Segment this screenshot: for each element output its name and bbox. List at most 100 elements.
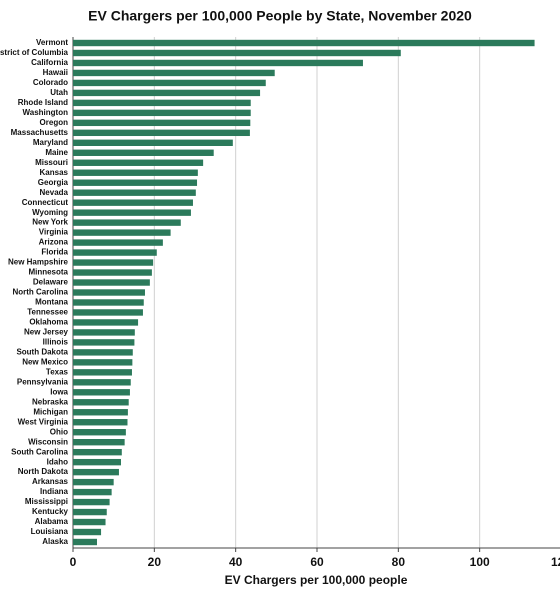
y-tick-label: Oregon: [40, 118, 69, 127]
bar: [73, 199, 193, 206]
x-tick-label: 0: [70, 555, 77, 569]
bar: [73, 528, 102, 536]
bar: [73, 439, 125, 446]
bar: [73, 259, 154, 266]
y-tick-label: Maine: [45, 148, 68, 157]
bar: [73, 419, 128, 426]
bar: [73, 309, 143, 316]
x-tick-label: 60: [310, 555, 324, 569]
y-tick-label: Vermont: [36, 38, 68, 47]
y-tick-label: South Dakota: [16, 347, 68, 356]
y-tick-label: Wisconsin: [28, 437, 68, 446]
y-tick-label: Arkansas: [32, 477, 69, 486]
y-tick-label: Utah: [50, 88, 68, 97]
y-tick-label: Florida: [41, 248, 68, 257]
bar: [73, 49, 401, 57]
y-tick-label: Minnesota: [28, 268, 68, 277]
x-tick-label: 120: [551, 555, 560, 569]
bar: [73, 119, 251, 127]
bar: [73, 249, 157, 256]
y-tick-label: Oklahoma: [29, 318, 68, 327]
y-tick-label: California: [31, 58, 68, 67]
y-tick-label: Washington: [23, 108, 69, 117]
bar: [73, 399, 129, 406]
bar: [73, 79, 266, 87]
y-tick-label: Delaware: [33, 278, 69, 287]
y-tick-label: New Mexico: [22, 357, 68, 366]
bar: [73, 498, 110, 506]
chart-title: EV Chargers per 100,000 People by State,…: [88, 8, 472, 24]
y-tick-label: New Hampshire: [8, 258, 69, 267]
y-tick-label: North Dakota: [18, 467, 69, 476]
y-tick-label: Michigan: [33, 407, 68, 416]
y-tick-label: Georgia: [38, 178, 69, 187]
y-tick-label: Missouri: [35, 158, 68, 167]
y-tick-label: Kansas: [40, 168, 69, 177]
y-tick-label: Mississippi: [25, 497, 68, 506]
bar: [73, 109, 251, 117]
bar: [73, 478, 114, 486]
y-tick-label: Montana: [35, 298, 68, 307]
y-tick-label: Idaho: [47, 457, 68, 466]
x-tick-label: 40: [229, 555, 243, 569]
bar: [73, 319, 139, 326]
bar: [73, 329, 135, 336]
x-axis-label: EV Chargers per 100,000 people: [225, 573, 408, 587]
bar: [73, 269, 152, 276]
bar: [73, 99, 251, 107]
y-tick-label: Louisiana: [31, 527, 69, 536]
x-tick-label: 20: [148, 555, 162, 569]
y-tick-label: West Virginia: [18, 417, 69, 426]
bar: [73, 219, 181, 226]
y-tick-label: Kentucky: [32, 507, 69, 516]
y-tick-label: Arizona: [39, 238, 69, 247]
bar: [73, 349, 133, 356]
bar: [73, 89, 261, 97]
bar: [73, 289, 145, 296]
bar: [73, 369, 132, 376]
bar: [73, 159, 204, 166]
bar: [73, 508, 107, 516]
y-tick-label: New Jersey: [24, 328, 69, 337]
y-tick-label: South Carolina: [11, 447, 68, 456]
bar: [73, 209, 191, 216]
y-tick-label: Massachusetts: [11, 128, 69, 137]
bar: [73, 279, 150, 286]
bar: [73, 139, 233, 146]
x-tick-label: 80: [392, 555, 406, 569]
y-tick-label: Colorado: [33, 78, 68, 87]
bar: [73, 448, 122, 456]
bar: [73, 488, 112, 496]
bar: [73, 239, 163, 246]
bar: [73, 299, 144, 306]
y-tick-label: Maryland: [33, 138, 68, 147]
y-tick-label: North Carolina: [12, 288, 68, 297]
bar: [73, 468, 119, 476]
y-tick-label: Connecticut: [22, 198, 69, 207]
y-tick-label: Texas: [46, 367, 69, 376]
y-tick-label: Nebraska: [32, 397, 69, 406]
y-tick-label: Rhode Island: [18, 98, 68, 107]
y-tick-label: New York: [32, 218, 68, 227]
y-tick-label: Illinois: [43, 338, 69, 347]
bar: [73, 339, 135, 346]
bar: [73, 229, 171, 236]
bar: [73, 389, 130, 396]
bar: [73, 69, 275, 77]
y-tick-label: Virginia: [39, 228, 69, 237]
y-tick-label: Iowa: [50, 387, 68, 396]
bar: [73, 409, 128, 416]
bar: [73, 538, 97, 546]
x-tick-label: 100: [470, 555, 490, 569]
y-tick-label: Alaska: [42, 537, 68, 546]
bar: [73, 189, 196, 196]
y-tick-label: Indiana: [40, 487, 69, 496]
y-tick-label: Wyoming: [32, 208, 68, 217]
bar: [73, 458, 121, 466]
bar: [73, 39, 535, 47]
y-tick-label: Pennsylvania: [17, 377, 69, 386]
bar: [73, 169, 198, 176]
bar: [73, 379, 131, 386]
